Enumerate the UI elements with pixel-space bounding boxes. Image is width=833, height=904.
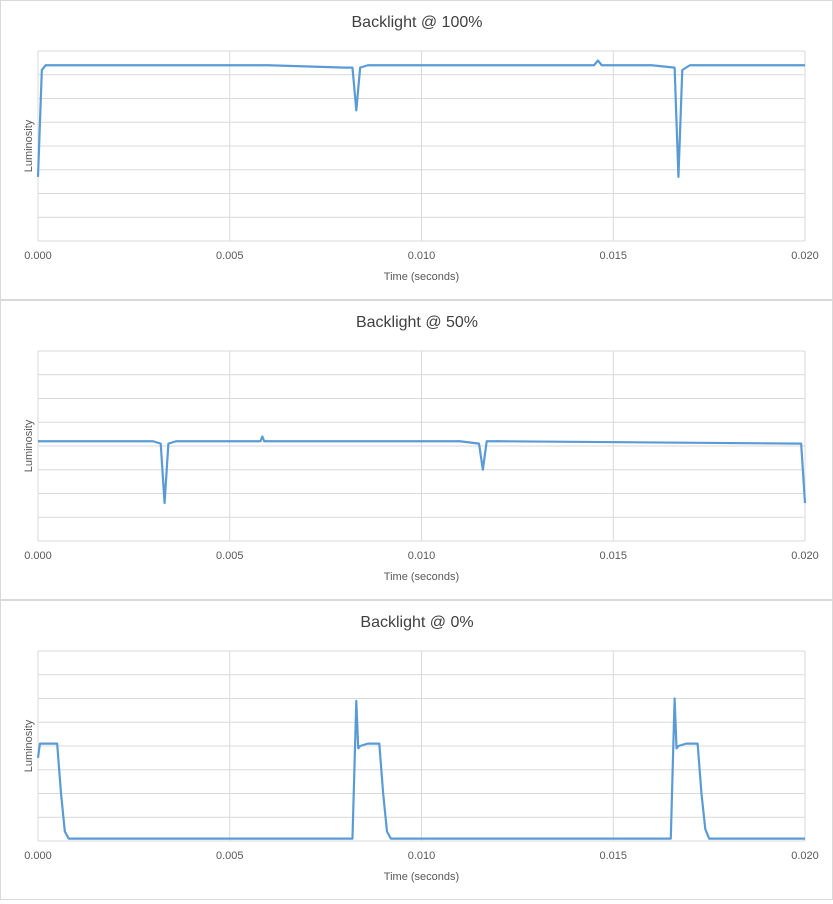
x-tick-label: 0.005 [216, 850, 244, 862]
chart: Backlight @ 50% 0.000 0.005 0.010 0.015 0.020… [23, 314, 819, 583]
y-axis-label: Luminosity [23, 719, 35, 772]
chart-panel: Backlight @ 0% 0.000 0.005 0.010 0.015 0.020 T… [0, 600, 833, 900]
x-tick-label: 0.015 [599, 550, 627, 562]
x-tick-label: 0.010 [408, 550, 436, 562]
chart-panel: Backlight @ 100% 0.000 0.005 0.010 0.015 0.02… [0, 0, 833, 300]
data-line [36, 59, 805, 178]
x-axis-label: Time (seconds) [384, 571, 459, 583]
chart-title: Backlight @ 50% [356, 314, 478, 331]
x-tick-label: 0.000 [24, 250, 52, 262]
x-tick-label: 0.000 [24, 850, 52, 862]
x-tick-label: 0.005 [216, 250, 244, 262]
x-tick-label: 0.005 [216, 550, 244, 562]
data-line [38, 435, 807, 505]
x-tick-label: 0.010 [408, 850, 436, 862]
x-axis-label: Time (seconds) [384, 871, 459, 883]
x-tick-label: 0.015 [599, 250, 627, 262]
x-axis-label: Time (seconds) [384, 271, 459, 283]
x-tick-label: 0.020 [791, 250, 819, 262]
chart: Backlight @ 100% 0.000 0.005 0.010 0.015 0.02… [23, 14, 819, 283]
data-line [36, 697, 805, 840]
chart-title: Backlight @ 0% [360, 614, 473, 631]
chart-panel: Backlight @ 50% 0.000 0.005 0.010 0.015 0.020… [0, 300, 833, 600]
chart-title: Backlight @ 100% [352, 14, 483, 31]
x-tick-label: 0.015 [599, 850, 627, 862]
x-tick-label: 0.010 [408, 250, 436, 262]
y-axis-label: Luminosity [23, 119, 35, 172]
y-axis-label: Luminosity [23, 419, 35, 472]
x-tick-label: 0.020 [791, 850, 819, 862]
x-tick-label: 0.020 [791, 550, 819, 562]
chart: Backlight @ 0% 0.000 0.005 0.010 0.015 0.020 T… [23, 614, 819, 883]
x-tick-label: 0.000 [24, 550, 52, 562]
